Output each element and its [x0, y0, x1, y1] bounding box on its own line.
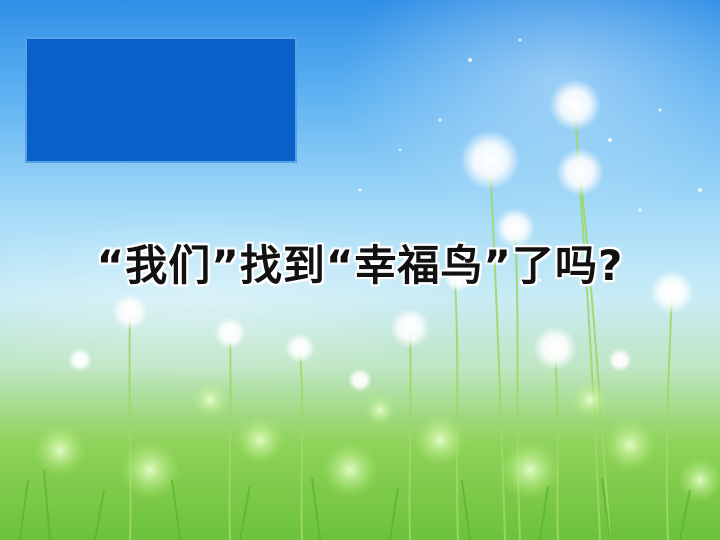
- slide-title: “我们”找到“幸福鸟”了吗?: [96, 241, 624, 290]
- blue-placeholder-box: [25, 37, 297, 163]
